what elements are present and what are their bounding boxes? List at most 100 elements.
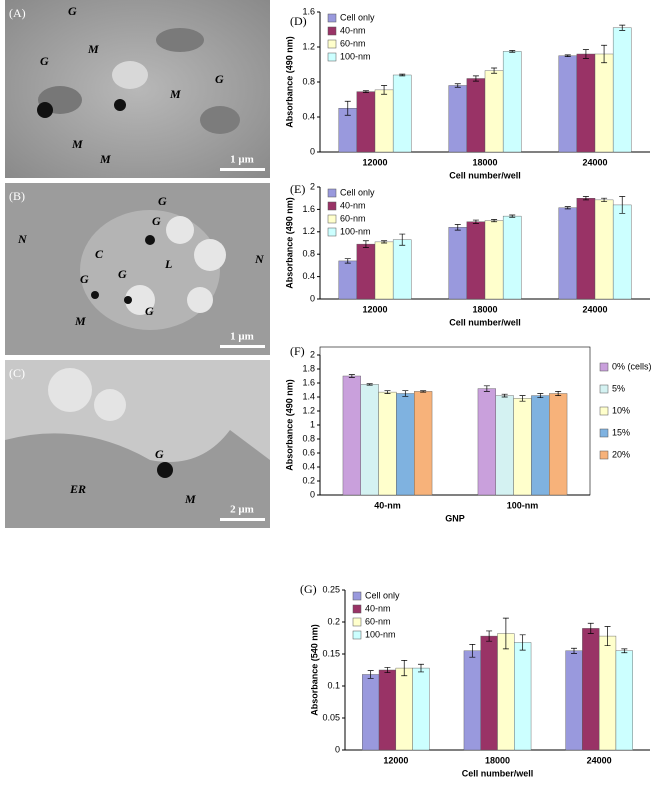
image-label: G: [215, 72, 224, 86]
legend-label: 15%: [612, 427, 630, 437]
legend-swatch: [352, 604, 362, 614]
y-tick-label: 0.15: [322, 648, 340, 658]
error-bar: [362, 240, 369, 248]
panel-label: (D): [290, 14, 307, 28]
legend-swatch: [327, 13, 337, 23]
legend-label: 40-nm: [340, 25, 366, 35]
bar: [615, 650, 633, 751]
bar: [360, 384, 379, 496]
x-axis-label: Cell number/well: [462, 768, 534, 778]
image-label: M: [99, 152, 111, 166]
y-tick-label: 0.1: [327, 680, 340, 690]
x-axis-label: GNP: [445, 513, 465, 523]
image-label: G: [80, 272, 89, 286]
legend-swatch: [327, 52, 337, 62]
error-bar: [537, 393, 544, 399]
error-bar: [486, 630, 493, 642]
legend-label: 5%: [612, 383, 625, 393]
image-label: C: [95, 247, 104, 261]
panel-label: (F): [290, 344, 305, 358]
error-bar: [604, 626, 611, 647]
y-tick-label: 0.4: [302, 111, 315, 121]
error-bar: [491, 219, 498, 223]
legend-label: 60-nm: [340, 38, 366, 48]
error-bar: [344, 100, 351, 116]
image-label: G: [118, 267, 127, 281]
y-axis-label: Absorbance (490 nm): [284, 36, 294, 128]
x-tick-label: 40-nm: [374, 500, 401, 510]
legend-swatch: [327, 39, 337, 49]
image-label: G: [158, 194, 167, 208]
legend-label: 60-nm: [365, 616, 391, 626]
bar: [463, 650, 481, 751]
legend-swatch: [327, 201, 337, 211]
bar: [502, 215, 522, 300]
bar: [414, 391, 433, 496]
y-tick-label: 1.6: [302, 377, 315, 387]
legend-label: 100-nm: [340, 51, 371, 61]
legend-label: 20%: [612, 449, 630, 459]
y-axis-label: Absorbance (490 nm): [284, 379, 294, 471]
error-bar: [420, 390, 427, 393]
x-axis-label: Cell number/well: [449, 317, 521, 327]
legend-label: 40-nm: [340, 200, 366, 210]
error-bar: [601, 44, 608, 64]
bar: [612, 204, 632, 300]
legend-swatch: [352, 591, 362, 601]
legend-label: Cell only: [340, 187, 375, 197]
legend-swatch: [327, 188, 337, 198]
x-tick-label: 24000: [587, 755, 612, 765]
scale-label: 2 μm: [230, 504, 254, 516]
error-bar: [384, 667, 391, 673]
legend-label: Cell only: [340, 12, 375, 22]
error-bar: [483, 385, 490, 392]
bar: [356, 243, 376, 300]
micrograph-c: [5, 360, 270, 528]
bar: [598, 635, 617, 751]
error-bar: [555, 391, 562, 396]
error-bar: [367, 670, 374, 679]
bar: [497, 633, 515, 751]
image-label: G: [155, 447, 164, 461]
y-tick-label: 0.8: [302, 249, 315, 259]
image-label: M: [74, 314, 86, 328]
legend-swatch: [352, 617, 362, 627]
y-axis-label: Absorbance (540 nm): [309, 624, 319, 716]
image-label: M: [87, 42, 99, 56]
y-tick-label: 1.8: [302, 363, 315, 373]
bar: [392, 74, 412, 153]
error-bar: [348, 374, 355, 378]
error-bar: [582, 49, 589, 59]
image-label: G: [68, 4, 77, 18]
bar: [448, 85, 468, 153]
y-tick-label: 0: [335, 744, 340, 754]
error-bar: [519, 634, 526, 651]
panel-label: (E): [290, 182, 305, 196]
x-tick-label: 12000: [362, 304, 387, 314]
legend-swatch: [599, 362, 609, 372]
y-tick-label: 0.05: [322, 712, 340, 722]
image-label: M: [71, 137, 83, 151]
x-tick-label: 12000: [362, 157, 387, 167]
bar: [378, 669, 397, 751]
y-tick-label: 1.4: [302, 391, 315, 401]
x-tick-label: 24000: [582, 304, 607, 314]
image-label: M: [184, 492, 196, 506]
legend-swatch: [599, 450, 609, 460]
bar: [495, 395, 514, 496]
bar: [594, 53, 614, 153]
error-bar: [381, 85, 388, 95]
y-tick-label: 0.2: [327, 616, 340, 626]
error-bar: [384, 390, 391, 394]
legend-swatch: [352, 630, 362, 640]
x-tick-label: 24000: [582, 157, 607, 167]
bar: [396, 393, 415, 496]
image-label: ER: [69, 482, 86, 496]
legend-label: 0% (cells): [612, 361, 652, 371]
error-bar: [501, 393, 508, 398]
bar: [594, 199, 614, 300]
legend-swatch: [327, 227, 337, 237]
y-tick-label: 2: [310, 181, 315, 191]
